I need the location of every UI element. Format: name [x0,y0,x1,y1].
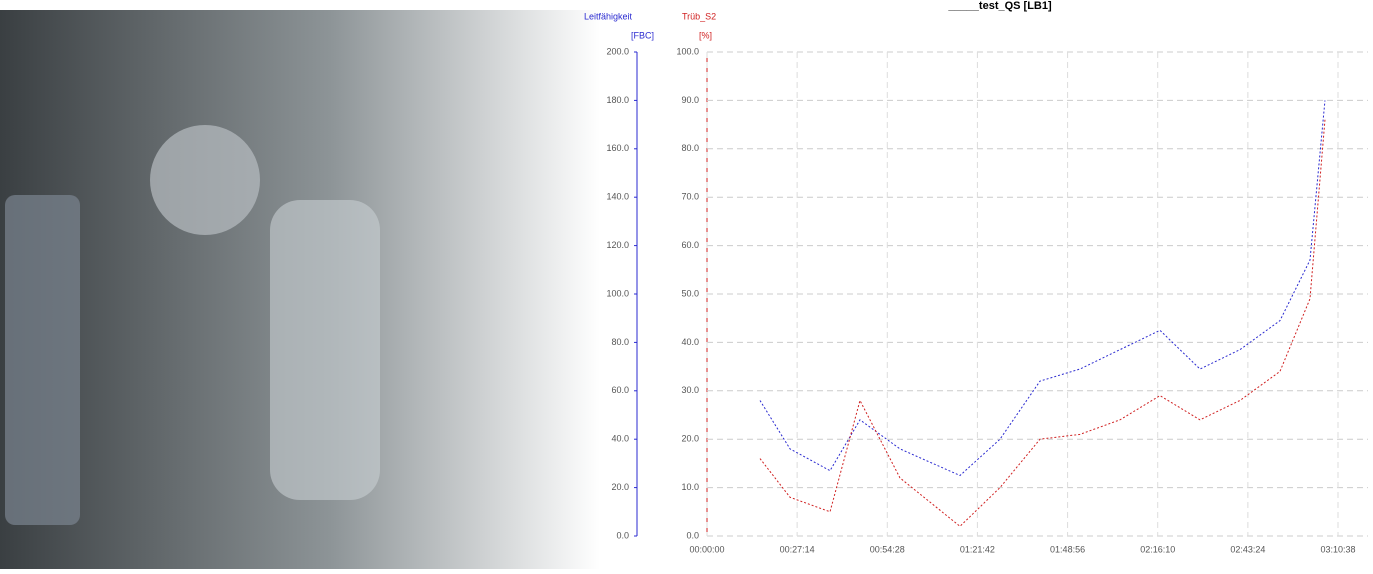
chart-title: _____test_QS [LB1] [947,0,1052,12]
y-tick-label: 180.0 [606,95,629,105]
x-tick-label: 02:16:10 [1140,544,1175,554]
y-tick-label: 200.0 [606,46,629,56]
y-tick-label: 0.0 [616,530,629,540]
y2-tick-label: 100.0 [676,46,699,56]
x-tick-label: 02:43:24 [1230,544,1265,554]
y2-tick-label: 80.0 [681,143,699,153]
y-axis-label: [FBC] [631,30,654,40]
y2-tick-label: 50.0 [681,288,699,298]
y-tick-label: 80.0 [611,337,629,347]
y-tick-label: 20.0 [611,482,629,492]
legend-entry: Leitfähigkeit [584,11,633,21]
y2-tick-label: 40.0 [681,337,699,347]
y2-tick-label: 60.0 [681,240,699,250]
y2-tick-label: 20.0 [681,434,699,444]
y2-tick-label: 0.0 [686,530,699,540]
photo-pipe [270,200,380,500]
legend-entry: Trüb_S2 [682,11,716,21]
series-line [759,119,1326,527]
y-tick-label: 140.0 [606,192,629,202]
x-tick-label: 01:48:56 [1050,544,1085,554]
y2-tick-label: 90.0 [681,95,699,105]
y2-axis-label: [%] [699,30,712,40]
photo-flange [5,195,80,525]
y2-tick-label: 70.0 [681,192,699,202]
y-tick-label: 160.0 [606,143,629,153]
y-tick-label: 60.0 [611,385,629,395]
y2-tick-label: 30.0 [681,385,699,395]
x-tick-label: 00:00:00 [689,544,724,554]
x-tick-label: 00:27:14 [780,544,815,554]
photo-sensor [150,125,260,235]
x-tick-label: 03:10:38 [1320,544,1355,554]
x-tick-label: 00:54:28 [870,544,905,554]
y2-tick-label: 10.0 [681,482,699,492]
x-tick-label: 01:21:42 [960,544,995,554]
y-tick-label: 40.0 [611,434,629,444]
series-line [759,100,1326,477]
y-tick-label: 120.0 [606,240,629,250]
y-tick-label: 100.0 [606,288,629,298]
